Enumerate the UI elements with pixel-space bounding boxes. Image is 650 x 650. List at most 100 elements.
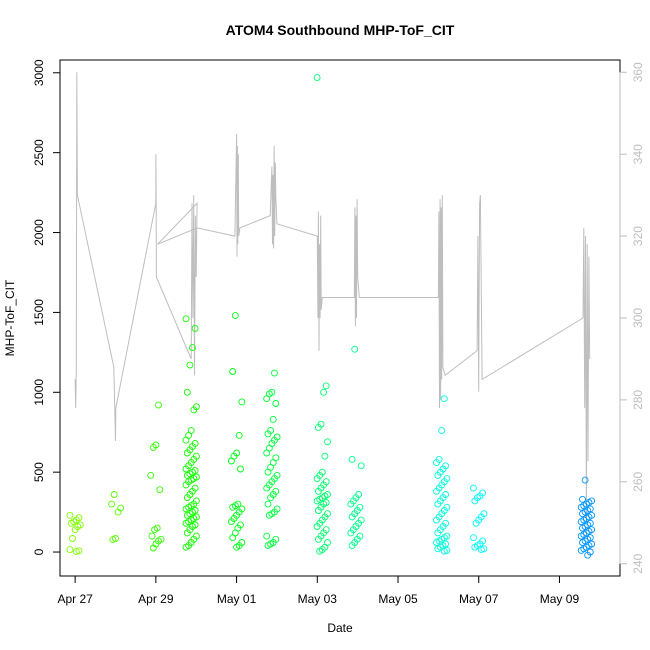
- data-point: [440, 547, 448, 555]
- data-point: [581, 476, 589, 484]
- y-tick-label: 3000: [32, 59, 46, 86]
- x-tick-label: May 03: [298, 592, 338, 606]
- data-point: [324, 438, 331, 446]
- data-point: [579, 524, 586, 532]
- data-point: [264, 500, 272, 508]
- data-point: [191, 324, 199, 332]
- point-layer: [66, 74, 596, 559]
- x-axis-label: Date: [327, 621, 353, 635]
- data-point: [183, 511, 191, 519]
- data-point: [151, 526, 159, 534]
- data-point: [264, 542, 272, 550]
- data-point: [579, 495, 586, 503]
- data-point: [71, 526, 79, 534]
- y-axis-label: MHP-ToF_CIT: [3, 279, 17, 356]
- data-point: [148, 532, 156, 540]
- data-point: [477, 546, 485, 554]
- data-point: [183, 388, 191, 396]
- data-point: [357, 462, 365, 470]
- data-point: [182, 315, 190, 323]
- data-point: [313, 74, 321, 82]
- data-point: [186, 361, 194, 369]
- data-point: [182, 465, 190, 473]
- data-point: [577, 546, 585, 554]
- data-point: [229, 503, 237, 511]
- data-point: [263, 532, 271, 540]
- data-point: [314, 423, 322, 431]
- data-point: [183, 529, 191, 537]
- data-point: [271, 369, 278, 377]
- data-point: [434, 500, 442, 508]
- data-point: [264, 468, 272, 476]
- data-point: [109, 536, 117, 544]
- x-tick-label: May 09: [540, 592, 580, 606]
- data-point: [348, 513, 356, 521]
- data-point: [321, 452, 329, 460]
- data-point: [577, 503, 585, 511]
- data-point: [433, 516, 440, 524]
- chart-title: ATOM4 Southbound MHP-ToF_CIT: [226, 22, 455, 38]
- line-series-layer: [74, 72, 591, 523]
- data-point: [149, 443, 157, 451]
- data-point: [440, 395, 448, 403]
- data-point: [189, 344, 196, 352]
- data-point: [433, 459, 440, 467]
- data-point: [320, 388, 328, 396]
- data-point: [233, 543, 241, 551]
- x-tick-label: May 05: [378, 592, 418, 606]
- data-point: [269, 415, 277, 423]
- data-point: [66, 511, 74, 519]
- y2-tick-label: 320: [631, 226, 645, 246]
- y-axis-right: 240 260 280 300 320 340 360: [619, 62, 645, 574]
- data-point: [182, 543, 190, 551]
- data-point: [183, 449, 191, 457]
- data-point: [182, 481, 190, 489]
- data-point: [470, 534, 477, 542]
- data-point: [348, 542, 356, 550]
- data-point: [182, 436, 190, 444]
- data-point: [272, 400, 280, 407]
- plot-frame: [59, 59, 621, 577]
- data-point: [183, 494, 191, 502]
- y2-tick-label: 300: [631, 308, 645, 328]
- y-tick-label: 500: [32, 462, 46, 482]
- data-point: [182, 519, 190, 527]
- data-point: [66, 546, 74, 554]
- y2-tick-label: 260: [631, 471, 645, 491]
- data-point: [313, 523, 321, 530]
- data-point: [182, 505, 190, 513]
- data-point: [263, 484, 271, 492]
- data-point: [347, 500, 355, 508]
- data-point: [237, 465, 244, 473]
- data-point: [229, 534, 237, 542]
- data-point: [108, 500, 116, 508]
- data-point: [72, 548, 80, 556]
- data-point: [114, 508, 122, 516]
- data-point: [577, 532, 585, 540]
- data-point: [313, 497, 321, 505]
- y-axis-left: 0 500 1000 1500 2000 2500 3000: [32, 59, 61, 555]
- data-point: [577, 518, 585, 526]
- data-point: [471, 543, 479, 551]
- data-point: [149, 544, 157, 552]
- data-point: [263, 449, 271, 457]
- data-point: [438, 427, 446, 435]
- data-point: [263, 395, 271, 403]
- data-point: [433, 539, 440, 546]
- y-tick-label: 2500: [32, 139, 46, 166]
- data-point: [472, 519, 480, 527]
- data-point: [314, 507, 322, 514]
- x-tick-label: May 01: [217, 592, 257, 606]
- data-point: [235, 431, 243, 439]
- data-point: [434, 545, 442, 553]
- data-point: [227, 457, 235, 465]
- data-point: [470, 484, 477, 492]
- data-point: [264, 430, 272, 438]
- data-point: [314, 487, 322, 495]
- line-series: [74, 72, 591, 523]
- data-point: [579, 539, 586, 546]
- data-point: [267, 494, 275, 502]
- data-point: [156, 486, 164, 494]
- data-point: [322, 382, 330, 390]
- y2-tick-label: 360: [631, 62, 645, 82]
